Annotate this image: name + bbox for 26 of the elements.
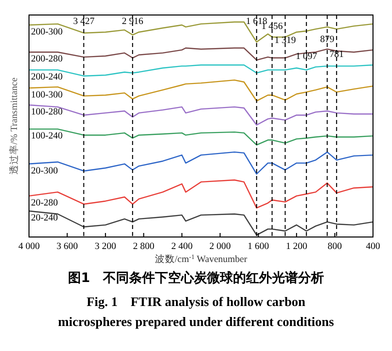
series-label: 200-300 — [31, 28, 63, 38]
series-label: 100-300 — [31, 90, 63, 101]
x-tick-label: 800 — [328, 242, 342, 252]
x-tick-label: 3 600 — [56, 242, 78, 252]
series-label: 20-240 — [31, 213, 58, 224]
x-axis-title: 波数/cm$^{-1}$ Wavenumber — [154, 253, 248, 265]
x-tick-label: 3 200 — [94, 242, 116, 252]
ref-line-label: 781 — [329, 50, 344, 60]
series-label: 20-280 — [31, 198, 58, 208]
series-label: 200-240 — [31, 72, 63, 82]
text: Fig. 1 FTIR analysis of hollow carbon microspheres prepared under different conditions — [58, 294, 334, 329]
x-tick-label: 400 — [366, 242, 380, 252]
y-axis-title: 透过率/% Transmittance — [8, 78, 20, 174]
x-tick-label: 1 200 — [286, 242, 308, 252]
x-tick-label: 1 600 — [248, 242, 270, 252]
series-label: 100-240 — [31, 132, 63, 142]
ref-line-label: 879 — [320, 35, 335, 45]
x-tick-label: 2 400 — [171, 242, 193, 252]
series-label: 200-280 — [31, 54, 63, 65]
x-tick-label: 2 000 — [209, 242, 232, 252]
series-label: 20-300 — [31, 166, 58, 176]
x-tick-label: 2 800 — [132, 242, 155, 252]
text: 图1 不同条件下空心炭微球的红外光谱分析 — [68, 270, 324, 286]
series-label: 100-280 — [31, 107, 63, 118]
x-tick-label: 4 000 — [18, 242, 40, 252]
ref-line-label: 2 916 — [122, 17, 144, 27]
